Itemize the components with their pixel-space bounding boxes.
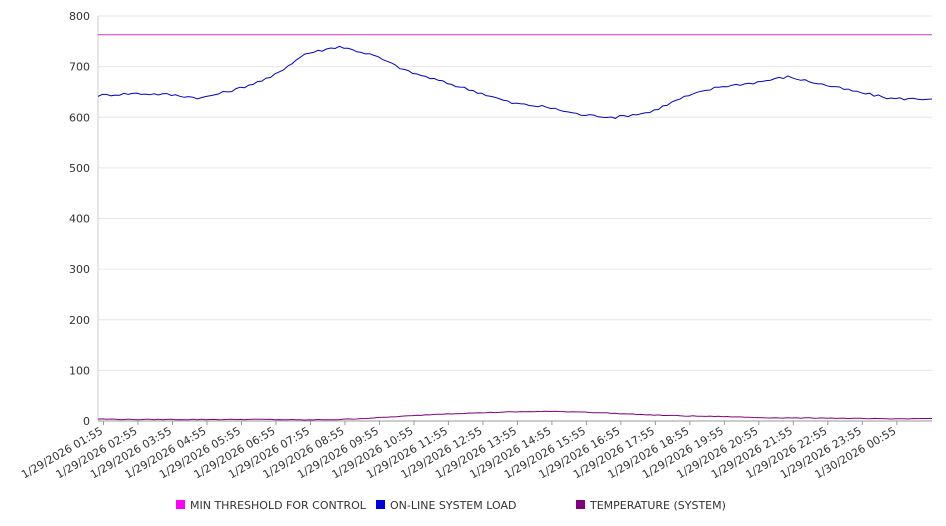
legend-swatch [576, 500, 585, 509]
legend-label: TEMPERATURE (SYSTEM) [589, 499, 726, 512]
temperature-series-line [97, 410, 932, 421]
y-tick-label: 100 [69, 364, 90, 377]
legend-swatch [376, 500, 385, 509]
y-tick-label: 500 [69, 162, 90, 175]
legend-item-threshold[interactable]: MIN THRESHOLD FOR CONTROL [176, 499, 367, 512]
legend-label: MIN THRESHOLD FOR CONTROL [190, 499, 367, 512]
y-tick-label: 800 [69, 10, 90, 23]
y-tick-label: 600 [69, 111, 90, 124]
y-tick-label: 0 [83, 415, 90, 428]
grid [98, 15, 932, 422]
y-tick-label: 700 [69, 61, 90, 74]
legend-item-system-load[interactable]: ON-LINE SYSTEM LOAD [376, 499, 516, 512]
series [97, 34, 933, 421]
y-tick-label: 400 [69, 213, 90, 226]
legend-label: ON-LINE SYSTEM LOAD [390, 499, 516, 512]
legend: MIN THRESHOLD FOR CONTROL ON-LINE SYSTEM … [176, 499, 726, 512]
y-tick-label: 200 [69, 314, 90, 327]
system-load-series-line [97, 45, 933, 119]
y-tick-label: 300 [69, 263, 90, 276]
legend-swatch [176, 500, 185, 509]
legend-item-temperature[interactable]: TEMPERATURE (SYSTEM) [576, 499, 726, 512]
